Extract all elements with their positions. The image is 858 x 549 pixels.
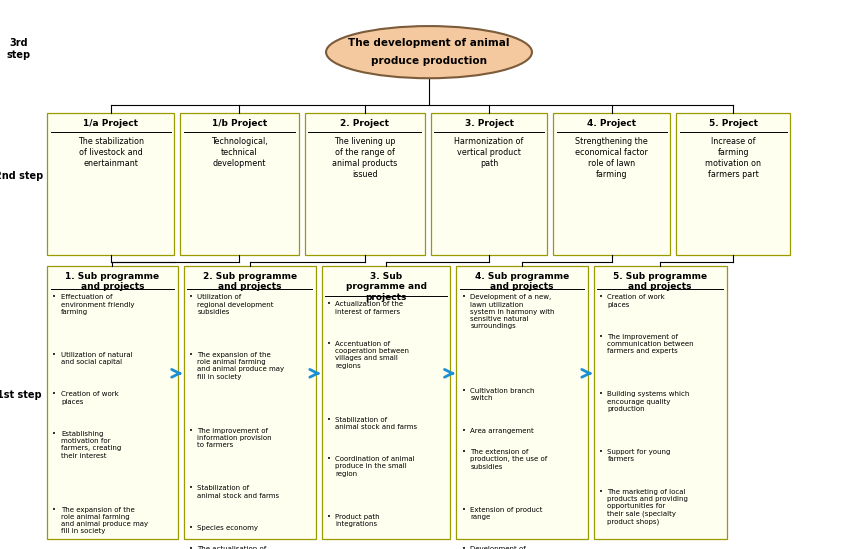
Text: •: •: [462, 507, 466, 513]
Text: •: •: [327, 456, 331, 462]
Text: •: •: [599, 489, 603, 495]
Text: •: •: [462, 449, 466, 455]
Text: •: •: [189, 485, 193, 491]
Text: Area arrangement: Area arrangement: [470, 428, 534, 434]
Text: •: •: [462, 294, 466, 300]
Text: •: •: [52, 352, 57, 358]
Text: •: •: [462, 428, 466, 434]
Text: •: •: [599, 449, 603, 455]
Text: 2nd step: 2nd step: [0, 171, 43, 181]
Text: •: •: [327, 341, 331, 347]
Text: 2. Sub programme
and projects: 2. Sub programme and projects: [202, 272, 297, 291]
Text: 5. Project: 5. Project: [709, 119, 758, 128]
Text: The development of animal: The development of animal: [348, 38, 510, 48]
Text: 4. Sub programme
and projects: 4. Sub programme and projects: [475, 272, 569, 291]
Text: Coordination of animal
produce in the small
region: Coordination of animal produce in the sm…: [335, 456, 415, 477]
Text: The improvement of
information provision
to farmers: The improvement of information provision…: [197, 428, 272, 448]
Ellipse shape: [326, 26, 532, 78]
Text: Product path
integrations: Product path integrations: [335, 514, 380, 527]
Text: The expansion of the
role animal farming
and animal produce may
fill in society: The expansion of the role animal farming…: [197, 352, 285, 380]
Text: Utilization of natural
and social capital: Utilization of natural and social capita…: [61, 352, 132, 365]
Text: •: •: [189, 428, 193, 434]
Text: Establishing
motivation for
farmers, creating
their interest: Establishing motivation for farmers, cre…: [61, 431, 121, 459]
Text: •: •: [327, 301, 331, 307]
Text: The livening up
of the range of
animal products
issued: The livening up of the range of animal p…: [332, 137, 397, 179]
Text: Species economy: Species economy: [197, 525, 258, 531]
Text: Increase of
farming
motivation on
farmers part: Increase of farming motivation on farmer…: [705, 137, 761, 179]
Text: The marketing of local
products and providing
opportunities for
their sale (spec: The marketing of local products and prov…: [607, 489, 688, 525]
Text: produce production: produce production: [371, 56, 487, 66]
Text: •: •: [599, 391, 603, 397]
FancyBboxPatch shape: [676, 113, 790, 255]
Text: The expansion of the
role animal farming
and animal produce may
fill in society: The expansion of the role animal farming…: [61, 507, 148, 535]
Text: •: •: [599, 294, 603, 300]
Text: •: •: [189, 525, 193, 531]
Text: Strengthening the
economical factor
role of lawn
farming: Strengthening the economical factor role…: [576, 137, 648, 179]
Text: •: •: [327, 417, 331, 423]
Text: 3. Sub
programme and
projects: 3. Sub programme and projects: [346, 272, 426, 301]
Text: Development of
infrastructure and
information provision: Development of infrastructure and inform…: [470, 546, 545, 549]
Text: 5. Sub programme
and projects: 5. Sub programme and projects: [613, 272, 707, 291]
Text: Creation of work
places: Creation of work places: [607, 294, 665, 307]
FancyBboxPatch shape: [431, 113, 547, 255]
Text: •: •: [52, 294, 57, 300]
FancyBboxPatch shape: [47, 113, 174, 255]
Text: •: •: [52, 391, 57, 397]
Text: The extension of
production, the use of
subsidies: The extension of production, the use of …: [470, 449, 547, 469]
FancyBboxPatch shape: [553, 113, 670, 255]
Text: Stabilization of
animal stock and farms: Stabilization of animal stock and farms: [197, 485, 280, 498]
Text: Extension of product
range: Extension of product range: [470, 507, 542, 520]
Text: •: •: [462, 546, 466, 549]
FancyBboxPatch shape: [322, 266, 450, 539]
Text: Cultivation branch
switch: Cultivation branch switch: [470, 388, 535, 401]
Text: 1. Sub programme
and projects: 1. Sub programme and projects: [65, 272, 160, 291]
Text: 1/b Project: 1/b Project: [212, 119, 267, 128]
Text: •: •: [462, 388, 466, 394]
Text: •: •: [189, 352, 193, 358]
Text: Accentuation of
cooperation between
villages and small
regions: Accentuation of cooperation between vill…: [335, 341, 409, 369]
Text: •: •: [189, 294, 193, 300]
Text: •: •: [189, 546, 193, 549]
FancyBboxPatch shape: [47, 266, 178, 539]
Text: Utilization of
regional development
subsidies: Utilization of regional development subs…: [197, 294, 274, 315]
Text: 3. Project: 3. Project: [464, 119, 514, 128]
FancyBboxPatch shape: [305, 113, 425, 255]
Text: The improvement of
communication between
farmers and experts: The improvement of communication between…: [607, 334, 694, 354]
Text: Development of a new,
lawn utilization
system in harmony with
sensitive natural
: Development of a new, lawn utilization s…: [470, 294, 554, 329]
Text: The actualisation of
the vertical builtness
of the product path: The actualisation of the vertical builtn…: [197, 546, 271, 549]
Text: •: •: [599, 334, 603, 340]
Text: 2. Project: 2. Project: [340, 119, 390, 128]
Text: Actualization of the
interest of farmers: Actualization of the interest of farmers: [335, 301, 403, 315]
FancyBboxPatch shape: [594, 266, 727, 539]
Text: Harmonization of
vertical product
path: Harmonization of vertical product path: [455, 137, 523, 168]
Text: •: •: [52, 507, 57, 513]
Text: Technological,
technical
development: Technological, technical development: [211, 137, 268, 168]
Text: Creation of work
places: Creation of work places: [61, 391, 118, 405]
Text: The stabilization
of livestock and
enertainmant: The stabilization of livestock and enert…: [78, 137, 143, 168]
Text: 3rd
step: 3rd step: [7, 38, 31, 60]
Text: 1st step: 1st step: [0, 390, 41, 400]
Text: •: •: [52, 431, 57, 437]
Text: Effectuation of
environment friendly
farming: Effectuation of environment friendly far…: [61, 294, 135, 315]
FancyBboxPatch shape: [456, 266, 588, 539]
Text: Building systems which
encourage quality
production: Building systems which encourage quality…: [607, 391, 690, 412]
FancyBboxPatch shape: [180, 113, 299, 255]
Text: 4. Project: 4. Project: [587, 119, 637, 128]
Text: Support for young
farmers: Support for young farmers: [607, 449, 671, 462]
Text: Stabilization of
animal stock and farms: Stabilization of animal stock and farms: [335, 417, 418, 430]
FancyBboxPatch shape: [184, 266, 316, 539]
Text: •: •: [327, 514, 331, 520]
Text: 1/a Project: 1/a Project: [83, 119, 138, 128]
